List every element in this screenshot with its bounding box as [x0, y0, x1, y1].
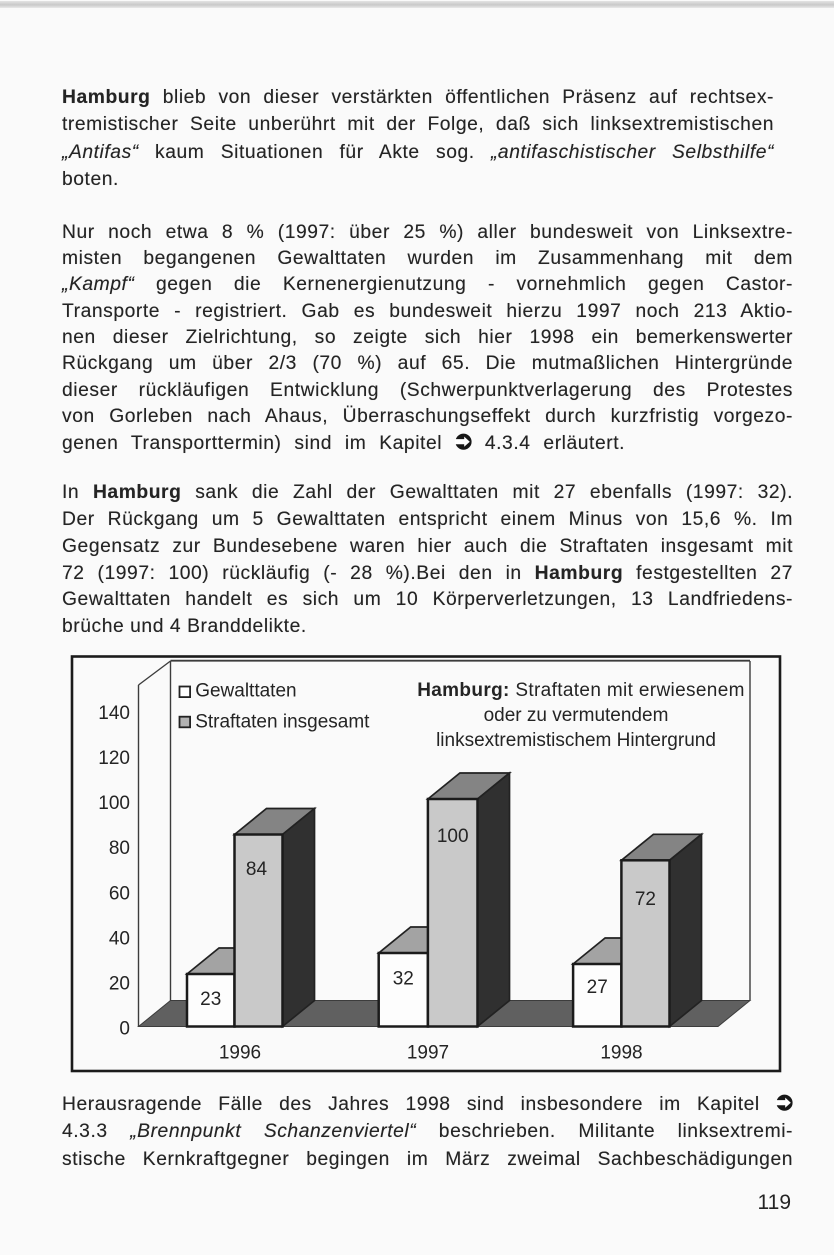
svg-text:32: 32: [393, 969, 414, 990]
svg-text:linksextremistischem Hintergru: linksextremistischem Hintergrund: [436, 730, 716, 751]
svg-text:40: 40: [109, 928, 130, 949]
svg-text:60: 60: [109, 883, 130, 904]
svg-text:72: 72: [635, 889, 656, 910]
svg-text:140: 140: [98, 703, 130, 724]
svg-text:0: 0: [119, 1019, 130, 1040]
svg-text:oder zu vermutendem: oder zu vermutendem: [484, 705, 669, 726]
svg-text:1996: 1996: [219, 1043, 261, 1064]
svg-text:84: 84: [246, 859, 268, 880]
svg-text:Straftaten insgesamt: Straftaten insgesamt: [195, 711, 370, 732]
svg-text:1997: 1997: [407, 1043, 449, 1064]
svg-text:80: 80: [109, 838, 130, 859]
svg-text:1998: 1998: [600, 1043, 642, 1064]
svg-text:27: 27: [587, 977, 608, 998]
svg-text:100: 100: [98, 793, 130, 814]
svg-text:20: 20: [109, 973, 130, 994]
svg-text:Hamburg: Straftaten mit erwies: Hamburg: Straftaten mit erwiesenem: [417, 680, 745, 701]
svg-text:120: 120: [98, 748, 130, 769]
svg-text:23: 23: [200, 989, 221, 1010]
svg-text:100: 100: [437, 826, 469, 847]
svg-text:Gewalttaten: Gewalttaten: [195, 681, 296, 702]
